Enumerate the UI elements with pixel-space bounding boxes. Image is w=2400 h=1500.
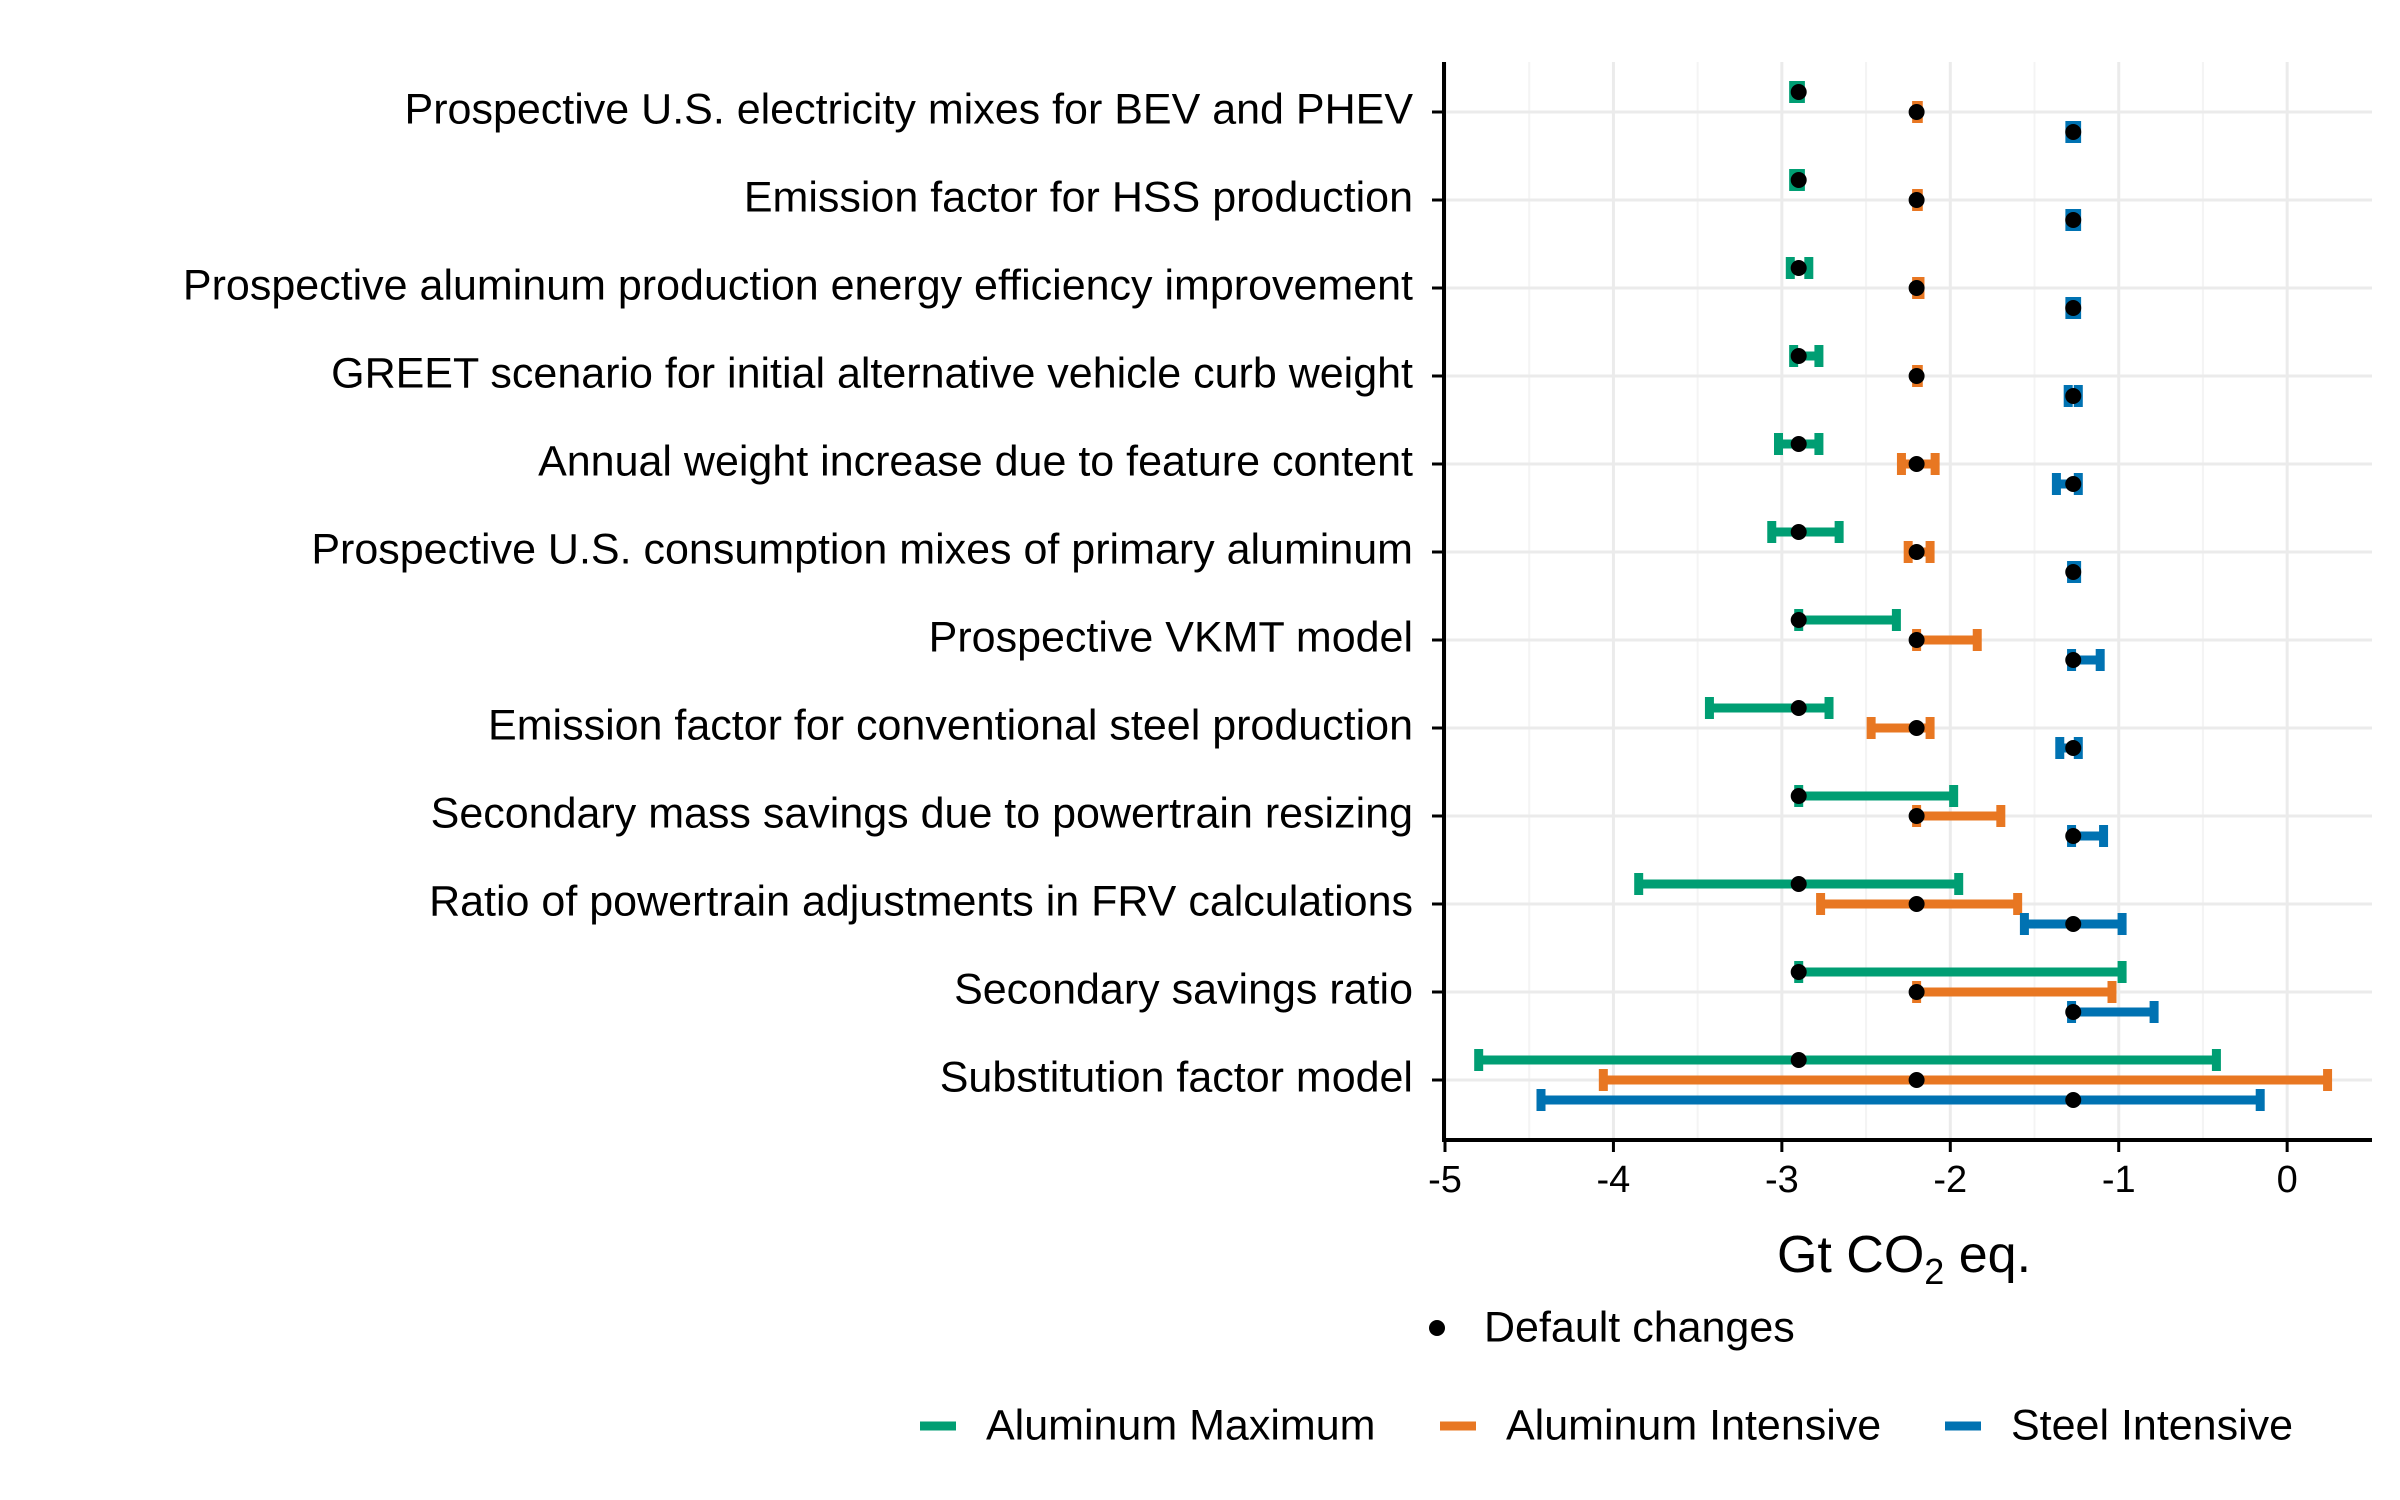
x-tick-label: -3 [1765, 1159, 1799, 1201]
grid [1443, 62, 2372, 1140]
default-point [1790, 172, 1807, 188]
default-point [1790, 348, 1807, 364]
default-point [1908, 280, 1925, 296]
x-tick-label: -4 [1597, 1159, 1631, 1201]
axes [1442, 62, 2372, 1142]
default-point [1908, 544, 1925, 560]
series-legend: Aluminum Maximum Aluminum Intensive Steel … [920, 1401, 2293, 1449]
default-point [2065, 300, 2082, 316]
category-label: GREET scenario for initial alternative v… [331, 349, 1413, 397]
x-tick-label: -1 [2102, 1159, 2136, 1201]
category-label: Secondary savings ratio [954, 965, 1413, 1013]
default-point [1790, 1052, 1807, 1068]
category-labels: Prospective U.S. electricity mixes for B… [183, 85, 1444, 1101]
category-label: Prospective U.S. consumption mixes of pr… [311, 525, 1413, 573]
default-point [1790, 84, 1807, 100]
default-point [2065, 564, 2082, 580]
default-point [2065, 652, 2082, 668]
x-tick-label: 0 [2277, 1159, 2298, 1201]
default-point [2065, 476, 2082, 492]
legend-label: Steel Intensive [2011, 1401, 2293, 1449]
category-label: Prospective VKMT model [929, 613, 1413, 661]
default-point [1790, 788, 1807, 804]
default-point [1908, 192, 1925, 208]
x-tick-label: -5 [1428, 1159, 1462, 1201]
category-label: Prospective aluminum production energy e… [183, 261, 1413, 309]
x-axis-title: Gt CO2 eq. [1777, 1226, 2031, 1292]
default-point [1908, 720, 1925, 736]
category-label: Substitution factor model [940, 1053, 1413, 1101]
default-point [2065, 828, 2082, 844]
default-points [1790, 84, 2082, 1108]
default-point [1790, 436, 1807, 452]
category-label: Emission factor for conventional steel p… [488, 701, 1413, 749]
legend-label: Aluminum Intensive [1506, 1401, 1881, 1449]
default-point [1908, 896, 1925, 912]
default-point [1790, 876, 1807, 892]
default-point [1790, 260, 1807, 276]
category-label: Annual weight increase due to feature co… [538, 437, 1413, 485]
point-legend-marker [1429, 1320, 1445, 1336]
category-label: Ratio of powertrain adjustments in FRV c… [429, 877, 1413, 925]
default-point [2065, 916, 2082, 932]
default-point [1908, 632, 1925, 648]
default-point [2065, 212, 2082, 228]
default-point [1908, 456, 1925, 472]
legend-label: Aluminum Maximum [986, 1401, 1375, 1449]
default-point [1908, 984, 1925, 1000]
default-point [1908, 808, 1925, 824]
default-point [2065, 740, 2082, 756]
category-label: Prospective U.S. electricity mixes for B… [405, 85, 1414, 133]
default-point [2065, 124, 2082, 140]
point-legend-label: Default changes [1484, 1303, 1795, 1351]
default-point [1790, 612, 1807, 628]
category-label: Secondary mass savings due to powertrain… [431, 789, 1413, 837]
default-point [1908, 368, 1925, 384]
x-tick-label: -2 [1933, 1159, 1967, 1201]
default-point [1790, 964, 1807, 980]
default-point [1908, 104, 1925, 120]
default-point [2065, 1092, 2082, 1108]
default-point [2065, 1004, 2082, 1020]
interval-series [1474, 81, 2333, 1111]
default-point [1790, 524, 1807, 540]
default-point [1790, 700, 1807, 716]
category-label: Emission factor for HSS production [744, 173, 1413, 221]
point-legend: Default changes [1429, 1303, 1795, 1351]
default-point [2065, 388, 2082, 404]
default-point [1908, 1072, 1925, 1088]
x-ticks: -5 -4 -3 -2 -1 0 [1428, 1140, 2298, 1201]
